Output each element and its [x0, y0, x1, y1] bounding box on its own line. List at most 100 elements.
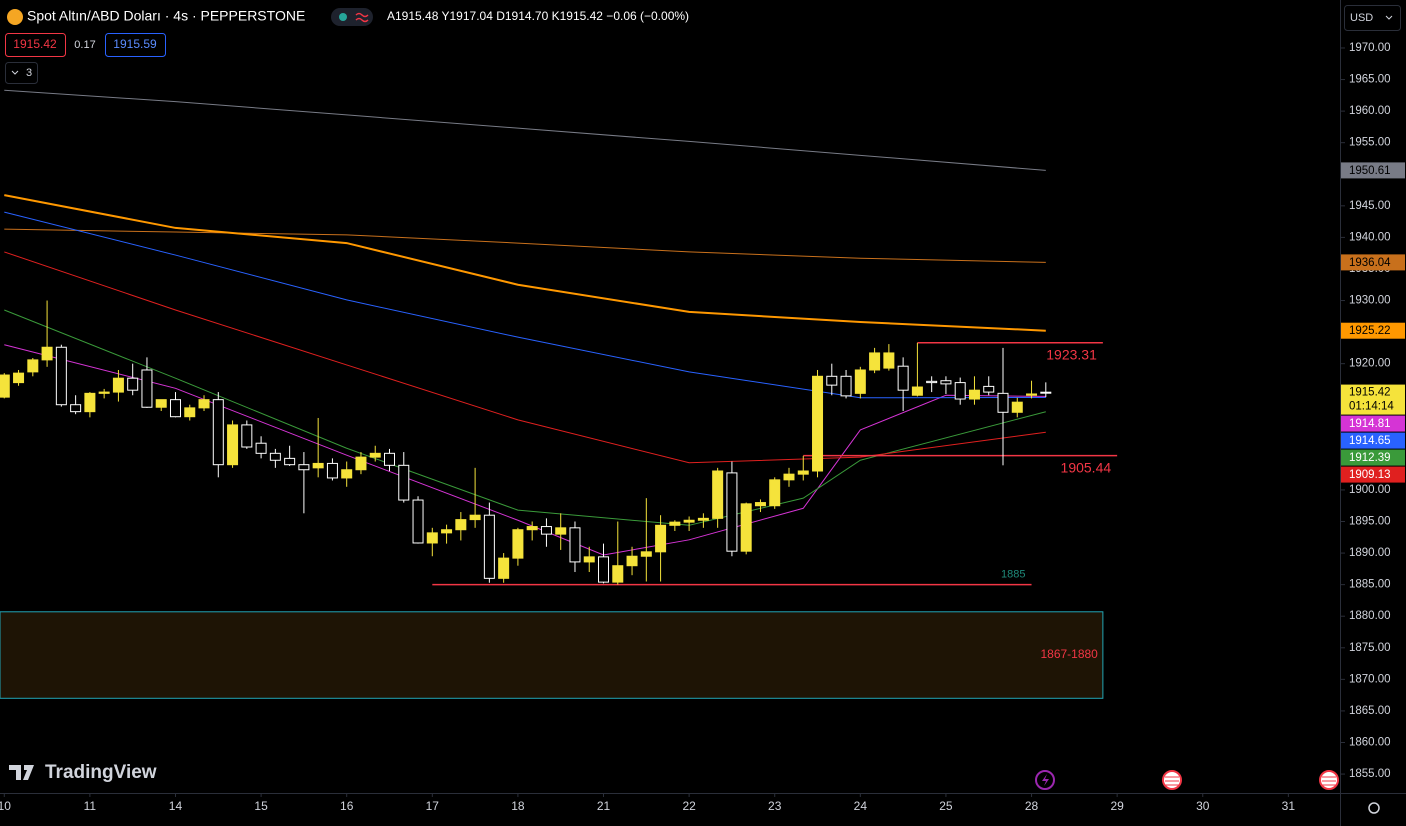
candle-body — [954, 382, 966, 400]
flag-stripes — [1322, 776, 1336, 786]
candle-body — [498, 557, 510, 579]
candle-body — [298, 464, 310, 471]
candle-body — [540, 526, 552, 535]
y-tick-label: 1865.00 — [1349, 705, 1391, 717]
candle-body — [141, 369, 153, 408]
watermark: TradingView — [45, 762, 157, 783]
x-tick-label: 29 — [1110, 799, 1124, 813]
settings-button[interactable] — [1368, 802, 1380, 814]
x-tick-label: 24 — [854, 799, 868, 813]
candle-body — [98, 391, 110, 394]
currency-dropdown[interactable] — [1344, 5, 1401, 31]
candle-body — [826, 375, 838, 386]
flag-stripes — [1165, 776, 1179, 786]
price-tag-value: 1915.42 — [1349, 387, 1391, 399]
level-label: 1905.44 — [1061, 459, 1112, 475]
ma-tag-value: 1914.65 — [1349, 435, 1391, 447]
candle-body — [569, 527, 581, 563]
candle-body — [326, 462, 338, 479]
event-icon[interactable] — [1162, 770, 1182, 790]
moving-average — [4, 251, 1046, 464]
candle-body — [84, 392, 96, 413]
candle-body — [212, 399, 224, 466]
y-tick-label: 1885.00 — [1349, 579, 1391, 591]
ma-tag — [1341, 254, 1405, 271]
x-tick-label: 31 — [1282, 799, 1296, 813]
candle-body — [555, 527, 567, 535]
y-tick-label: 1920.00 — [1349, 358, 1391, 370]
candle-body — [426, 532, 438, 544]
candle-body — [1011, 401, 1023, 413]
candle-body — [754, 502, 766, 507]
candle-body — [983, 385, 995, 393]
candle-body — [455, 519, 467, 531]
x-tick-label: 30 — [1196, 799, 1210, 813]
candle-body — [997, 392, 1009, 413]
candle-body — [398, 464, 410, 501]
y-tick-label: 1955.00 — [1349, 137, 1391, 149]
chart-title[interactable]: Spot Altın/ABD Doları · 4s · PEPPERSTONE — [27, 8, 305, 24]
candle-body — [626, 555, 638, 567]
ma-tag — [1341, 466, 1405, 483]
moving-average — [4, 309, 1046, 526]
x-tick-label: 28 — [1025, 799, 1039, 813]
candle-body — [284, 457, 296, 466]
y-tick-label: 1880.00 — [1349, 610, 1391, 622]
y-tick-label: 1970.00 — [1349, 42, 1391, 54]
ma-tag-value: 1914.81 — [1349, 418, 1391, 430]
indicator-toggle[interactable] — [5, 62, 38, 84]
ma-tag — [1341, 162, 1405, 179]
y-tick-label: 1940.00 — [1349, 231, 1391, 243]
x-tick-label: 10 — [0, 799, 11, 813]
candle-body — [669, 521, 681, 526]
spread: 0.17 — [74, 39, 95, 51]
candle-body — [854, 369, 866, 394]
status-pill[interactable] — [331, 8, 373, 26]
candle-body — [869, 352, 881, 371]
candle-body — [911, 386, 923, 396]
candle-body — [512, 529, 524, 559]
candle-body — [726, 472, 738, 552]
candle-body — [384, 452, 396, 466]
candle-body — [926, 380, 938, 384]
status-icon — [355, 12, 369, 23]
level-label: 1923.31 — [1046, 346, 1097, 362]
candle-body — [526, 526, 538, 531]
candle-body — [112, 377, 124, 393]
candle-body — [797, 470, 809, 475]
ma-tag-value: 1936.04 — [1349, 257, 1391, 269]
candle-body — [269, 452, 281, 461]
ma-tag-value: 1912.39 — [1349, 452, 1391, 464]
event-icon[interactable] — [1319, 770, 1339, 790]
candle-body — [184, 407, 196, 418]
candle-body — [55, 346, 67, 406]
candle-body — [155, 399, 167, 408]
candle-body — [840, 375, 852, 397]
candle-body — [655, 524, 667, 553]
candle-body — [469, 514, 481, 521]
x-tick-label: 17 — [426, 799, 440, 813]
ohlc-values: A1915.48 Y1917.04 D1914.70 K1915.42 −0.0… — [387, 9, 689, 23]
y-tick-label: 1895.00 — [1349, 516, 1391, 528]
candle-body — [697, 517, 709, 521]
x-tick-label: 25 — [939, 799, 953, 813]
symbol-icon — [7, 9, 23, 25]
candle-body — [769, 479, 781, 507]
candle-body — [968, 389, 980, 400]
x-tick-label: 11 — [84, 799, 97, 813]
candle-body — [598, 556, 610, 583]
sell-price: 1915.42 — [13, 37, 57, 51]
sell-button[interactable] — [5, 33, 66, 57]
y-tick-label: 1870.00 — [1349, 673, 1391, 685]
candle-body — [483, 514, 495, 579]
candle-body — [341, 469, 353, 479]
candle-body — [812, 375, 824, 472]
x-tick-label: 15 — [254, 799, 268, 813]
y-tick-label: 1960.00 — [1349, 105, 1391, 117]
buy-button[interactable] — [105, 33, 166, 57]
y-tick-label: 1900.00 — [1349, 484, 1391, 496]
candle-body — [412, 499, 424, 544]
